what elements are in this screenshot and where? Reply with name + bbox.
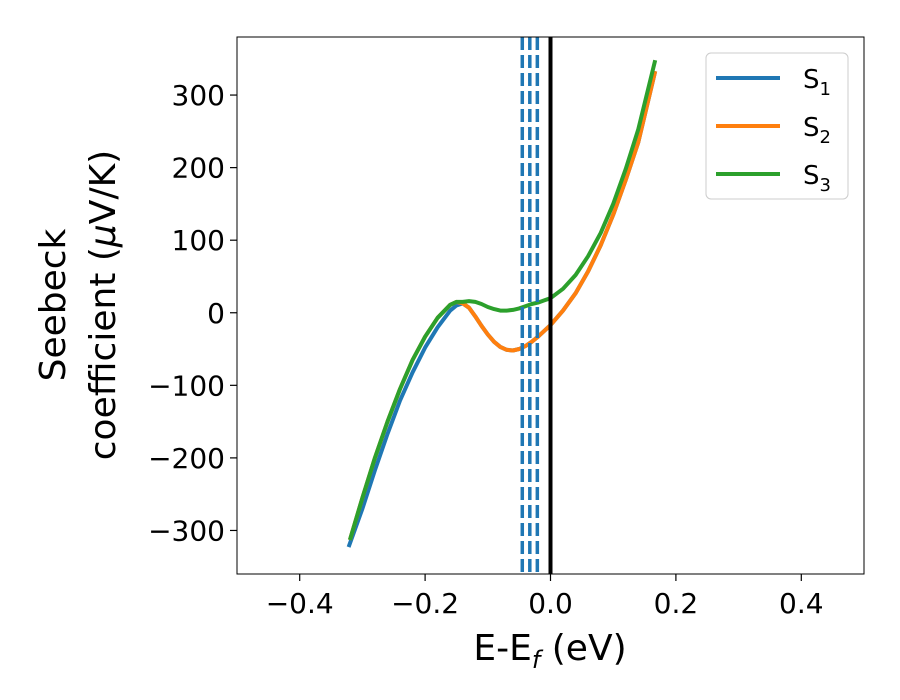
y-tick-label: 300 bbox=[172, 79, 225, 112]
x-axis: −0.4 −0.2 0.0 0.2 0.4 bbox=[266, 574, 824, 620]
x-tick-label: −0.2 bbox=[391, 587, 459, 620]
y-tick-label: −100 bbox=[148, 369, 225, 402]
y-axis-label: Seebeck coefficient (μV/K) bbox=[33, 150, 124, 460]
x-tick-label: 0.4 bbox=[779, 587, 824, 620]
y-tick-label: 100 bbox=[172, 224, 225, 257]
legend-label-s1: S1 bbox=[803, 65, 831, 100]
legend-label-s2: S2 bbox=[803, 113, 831, 148]
y-tick-label: 200 bbox=[172, 152, 225, 185]
y-tick-label: −200 bbox=[148, 442, 225, 475]
x-tick-label: 0.0 bbox=[528, 587, 573, 620]
series-line-s3 bbox=[347, 59, 658, 541]
x-tick-label: 0.2 bbox=[654, 587, 699, 620]
x-axis-label: E-Ef (eV) bbox=[473, 628, 626, 674]
y-axis-label-line1: Seebeck bbox=[33, 228, 74, 381]
legend: S1 S2 S3 bbox=[705, 52, 849, 200]
y-tick-label: 0 bbox=[207, 297, 225, 330]
y-tick-label: −300 bbox=[148, 514, 225, 547]
y-axis: −300 −200 −100 0 100 200 300 bbox=[148, 79, 237, 547]
plot-area bbox=[346, 37, 658, 574]
legend-label-s3: S3 bbox=[803, 161, 831, 196]
x-tick-label: −0.4 bbox=[266, 587, 334, 620]
y-axis-label-line2: coefficient (μV/K) bbox=[83, 150, 124, 460]
